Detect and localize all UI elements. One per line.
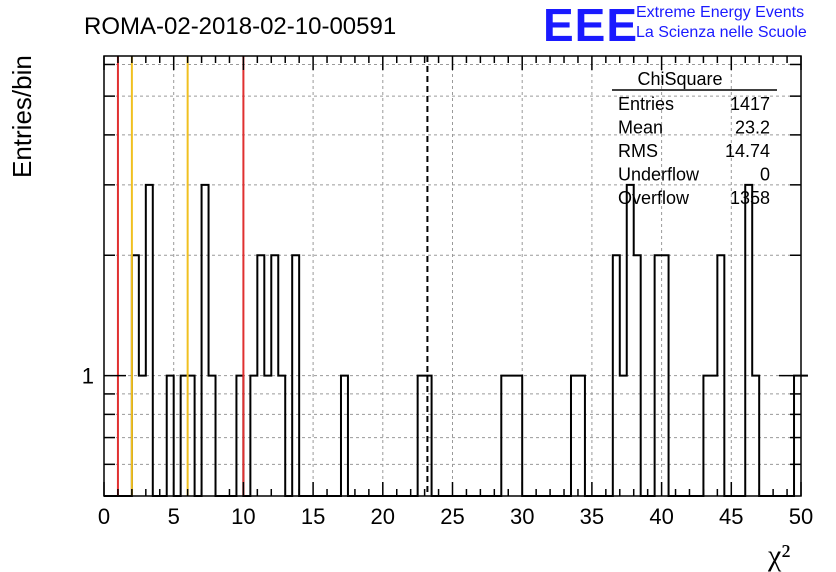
x-tick-label: 25 (440, 504, 464, 529)
stats-label: Underflow (618, 165, 700, 185)
eee-logo: EEE (543, 0, 639, 51)
stats-value: 23.2 (735, 118, 770, 138)
logo-line-1: Extreme Energy Events (636, 4, 805, 21)
histogram-bin (202, 185, 209, 496)
y-axis-label: Entries/bin (7, 55, 37, 178)
stats-label: Overflow (618, 188, 690, 208)
x-tick-label: 45 (719, 504, 743, 529)
histogram-bin (627, 185, 634, 496)
x-tick-label: 30 (510, 504, 534, 529)
stats-label: Mean (618, 118, 663, 138)
x-tick-label: 10 (231, 504, 255, 529)
chart-title: ROMA-02-2018-02-10-00591 (84, 13, 396, 40)
reference-lines (116, 56, 429, 496)
stats-box: ChiSquare Entries 1417 Mean 23.2 RMS 14.74 Und… (612, 69, 777, 208)
histogram-bin (146, 185, 153, 496)
x-tick-label: 15 (301, 504, 325, 529)
x-axis-label: χ² (767, 539, 790, 572)
stats-label: Entries (618, 94, 674, 114)
stats-value: 0 (760, 165, 770, 185)
axis-ticks (103, 56, 802, 496)
x-tick-label: 40 (649, 504, 673, 529)
stats-value: 1417 (730, 94, 770, 114)
x-tick-label: 50 (789, 504, 813, 529)
x-tick-label: 0 (98, 504, 110, 529)
histogram-bin (745, 185, 752, 496)
stats-value: 14.74 (725, 141, 770, 161)
histogram-outline (104, 183, 808, 497)
x-tick-label: 35 (580, 504, 604, 529)
stats-title: ChiSquare (637, 69, 722, 89)
logo-line-2: La Scienza nelle Scuole (636, 24, 807, 41)
x-tick-label: 20 (371, 504, 395, 529)
stats-value: 1358 (730, 188, 770, 208)
y-tick-label: 1 (82, 364, 94, 389)
x-tick-label: 5 (168, 504, 180, 529)
histogram-bin (801, 376, 808, 496)
axis-tick-labels: 0 5 10 15 20 25 30 35 40 45 50 1 (82, 364, 813, 529)
histogram-bars (104, 183, 808, 497)
stats-label: RMS (618, 141, 658, 161)
